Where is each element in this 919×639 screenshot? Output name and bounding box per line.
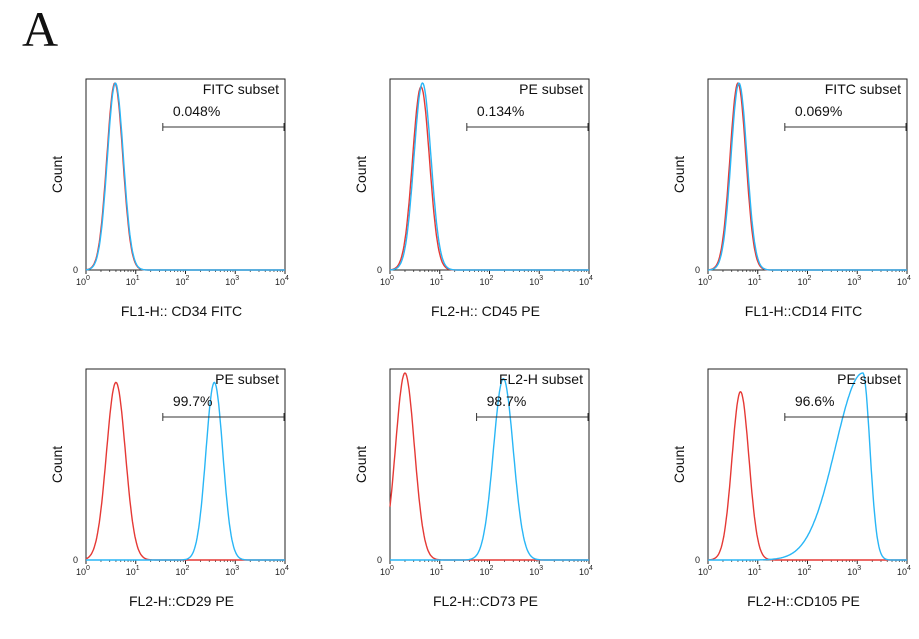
x-tick-label: 103 xyxy=(225,275,239,287)
sample-histogram-line xyxy=(85,82,285,271)
x-tick-label: 102 xyxy=(798,275,812,287)
x-tick-label: 102 xyxy=(176,565,190,577)
gate-percent: 0.048% xyxy=(173,103,220,119)
x-tick-label: 101 xyxy=(748,275,762,287)
x-tick-label: 104 xyxy=(897,275,911,287)
x-tick-label: 104 xyxy=(579,275,593,287)
gate-percent: 0.134% xyxy=(477,103,524,119)
x-tick-label: 103 xyxy=(847,565,861,577)
gate-label: PE subset xyxy=(215,371,279,387)
gate-percent: 0.069% xyxy=(795,103,842,119)
gate-label: FL2-H subset xyxy=(499,371,583,387)
control-histogram-line xyxy=(85,381,285,561)
sample-histogram-line xyxy=(86,381,285,561)
x-tick-label: 100 xyxy=(76,565,90,577)
y-zero-label: 0 xyxy=(377,555,382,565)
x-axis-label: FL1-H:: CD34 FITC xyxy=(121,303,242,319)
x-axis-label: FL2-H:: CD45 PE xyxy=(431,303,540,319)
x-tick-label: 100 xyxy=(698,565,712,577)
y-axis-label: Count xyxy=(353,156,369,193)
y-zero-label: 0 xyxy=(73,555,78,565)
sample-histogram-line xyxy=(389,82,589,271)
y-zero-label: 0 xyxy=(695,265,700,275)
x-tick-label: 102 xyxy=(176,275,190,287)
x-tick-label: 104 xyxy=(275,275,289,287)
y-axis-label: Count xyxy=(671,156,687,193)
x-tick-label: 101 xyxy=(126,275,140,287)
gate-label: FITC subset xyxy=(825,81,901,97)
gate-percent: 98.7% xyxy=(487,393,527,409)
panel-label: A xyxy=(22,1,59,57)
x-tick-label: 101 xyxy=(748,565,762,577)
gate-label: PE subset xyxy=(519,81,583,97)
y-axis-label: Count xyxy=(49,446,65,483)
y-axis-label: Count xyxy=(353,446,369,483)
sample-histogram-line xyxy=(390,378,589,561)
x-tick-label: 103 xyxy=(847,275,861,287)
x-tick-label: 104 xyxy=(579,565,593,577)
gate-label: FITC subset xyxy=(203,81,279,97)
gate-percent: 96.6% xyxy=(795,393,835,409)
x-tick-label: 104 xyxy=(897,565,911,577)
x-tick-label: 100 xyxy=(380,275,394,287)
x-tick-label: 100 xyxy=(76,275,90,287)
gate-percent: 99.7% xyxy=(173,393,213,409)
y-zero-label: 0 xyxy=(695,555,700,565)
x-tick-label: 100 xyxy=(698,275,712,287)
y-axis-label: Count xyxy=(49,156,65,193)
x-tick-label: 104 xyxy=(275,565,289,577)
y-zero-label: 0 xyxy=(377,265,382,275)
x-tick-label: 100 xyxy=(380,565,394,577)
y-axis-label: Count xyxy=(671,446,687,483)
x-tick-label: 101 xyxy=(430,565,444,577)
x-tick-label: 101 xyxy=(430,275,444,287)
x-tick-label: 102 xyxy=(480,565,494,577)
x-tick-label: 103 xyxy=(529,565,543,577)
x-axis-label: FL2-H::CD73 PE xyxy=(433,593,538,609)
y-zero-label: 0 xyxy=(73,265,78,275)
x-axis-label: FL2-H::CD105 PE xyxy=(747,593,860,609)
x-axis-label: FL1-H::CD14 FITC xyxy=(745,303,862,319)
x-axis-label: FL2-H::CD29 PE xyxy=(129,593,234,609)
x-tick-label: 101 xyxy=(126,565,140,577)
x-tick-label: 102 xyxy=(480,275,494,287)
x-tick-label: 102 xyxy=(798,565,812,577)
x-tick-label: 103 xyxy=(225,565,239,577)
control-histogram-line xyxy=(707,391,907,561)
x-tick-label: 103 xyxy=(529,275,543,287)
gate-label: PE subset xyxy=(837,371,901,387)
sample-histogram-line xyxy=(708,372,907,561)
sample-histogram-line xyxy=(708,82,907,271)
